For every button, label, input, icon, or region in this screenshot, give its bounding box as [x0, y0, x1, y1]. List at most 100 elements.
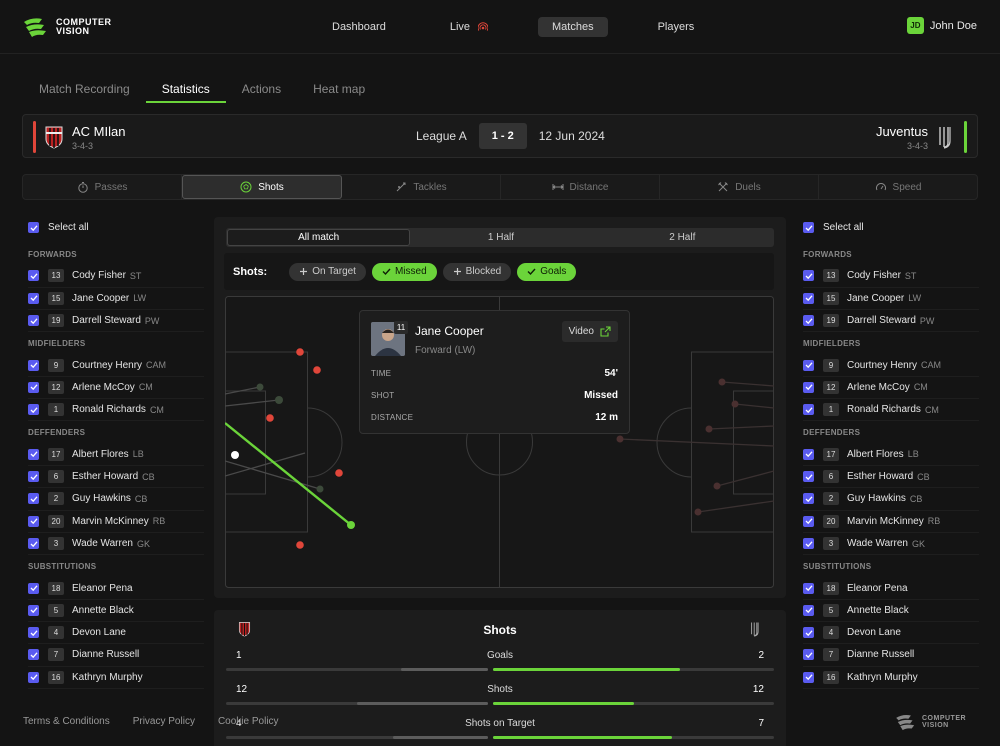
checkbox[interactable] — [28, 627, 39, 639]
player-row[interactable]: 12 Arlene McCoy CM — [28, 377, 204, 400]
stat-tab-speed[interactable]: Speed — [819, 175, 977, 199]
checkbox[interactable] — [803, 359, 814, 371]
player-row[interactable]: 2 Guy Hawkins CB — [28, 488, 204, 511]
user-menu[interactable]: JD John Doe — [906, 17, 977, 34]
player-row[interactable]: 20 Marvin McKinney RB — [28, 511, 204, 533]
select-all-row[interactable]: Select all — [28, 221, 204, 234]
stat-tab-shots[interactable]: Shots — [182, 175, 342, 199]
cookie-link[interactable]: Cookie Policy — [217, 716, 279, 727]
period-first-half[interactable]: 1 Half — [487, 232, 515, 243]
missed-shot-marker[interactable] — [296, 541, 304, 549]
player-row[interactable]: 13 Cody Fisher ST — [803, 265, 979, 288]
tab-heat-map[interactable]: Heat map — [313, 82, 366, 96]
missed-shot-marker[interactable] — [266, 414, 274, 422]
nav-matches[interactable]: Matches — [538, 17, 608, 37]
select-all-row[interactable]: Select all — [803, 221, 979, 234]
player-row[interactable]: 18 Eleanor Pena — [803, 577, 979, 600]
checkbox[interactable] — [28, 538, 39, 549]
privacy-link[interactable]: Privacy Policy — [132, 716, 195, 727]
checkbox[interactable] — [28, 359, 39, 371]
checkbox[interactable] — [28, 649, 39, 661]
checkbox[interactable] — [803, 604, 814, 616]
checkbox[interactable] — [803, 538, 814, 549]
player-row[interactable]: 19 Darrell Steward PW — [803, 310, 979, 333]
player-row[interactable]: 4 Devon Lane — [803, 622, 979, 645]
checkbox[interactable] — [28, 381, 39, 393]
stat-tab-duels[interactable]: Duels — [660, 175, 819, 199]
player-row[interactable]: 16 Kathryn Murphy — [803, 667, 979, 689]
checkbox[interactable] — [28, 292, 39, 304]
checkbox[interactable] — [28, 315, 39, 327]
player-row[interactable]: 1 Ronald Richards CM — [803, 399, 979, 422]
tab-statistics[interactable]: Statistics — [145, 76, 226, 103]
chip-blocked[interactable]: Blocked — [442, 262, 512, 281]
missed-shot-marker[interactable] — [296, 348, 304, 356]
nav-players[interactable]: Players — [657, 21, 695, 33]
chip-on-target[interactable]: On Target — [289, 262, 366, 281]
player-row[interactable]: 17 Albert Flores LB — [28, 444, 204, 466]
player-row[interactable]: 9 Courtney Henry CAM — [803, 354, 979, 377]
player-row[interactable]: 5 Annette Black — [28, 600, 204, 623]
missed-shot-marker[interactable] — [313, 366, 321, 374]
player-row[interactable]: 3 Wade Warren GK — [803, 533, 979, 556]
checkbox[interactable] — [28, 671, 39, 683]
stat-tab-passes[interactable]: Passes — [23, 175, 182, 199]
player-row[interactable]: 12 Arlene McCoy CM — [803, 377, 979, 400]
nav-dashboard[interactable]: Dashboard — [332, 21, 386, 33]
player-row[interactable]: 4 Devon Lane — [28, 622, 204, 645]
checkbox[interactable] — [803, 292, 814, 304]
period-all-match[interactable]: All match — [227, 229, 411, 246]
checkbox[interactable] — [28, 270, 39, 282]
stat-tab-distance[interactable]: Distance — [501, 175, 660, 199]
checkbox[interactable] — [28, 493, 39, 505]
player-row[interactable]: 3 Wade Warren GK — [28, 533, 204, 556]
player-row[interactable]: 6 Esther Howard CB — [803, 466, 979, 489]
player-row[interactable]: 18 Eleanor Pena — [28, 577, 204, 600]
checkbox[interactable] — [28, 448, 39, 460]
tab-actions[interactable]: Actions — [241, 82, 282, 96]
checkbox[interactable] — [803, 671, 814, 683]
checkbox[interactable] — [28, 604, 39, 616]
checkbox[interactable] — [803, 448, 814, 460]
player-row[interactable]: 13 Cody Fisher ST — [28, 265, 204, 288]
checkbox[interactable] — [803, 315, 814, 327]
player-row[interactable]: 2 Guy Hawkins CB — [803, 488, 979, 511]
player-row[interactable]: 1 Ronald Richards CM — [28, 399, 204, 422]
checkbox[interactable] — [28, 471, 39, 483]
missed-shot-marker[interactable] — [335, 469, 343, 477]
player-row[interactable]: 7 Dianne Russell — [803, 644, 979, 667]
checkbox[interactable] — [803, 222, 814, 233]
checkbox[interactable] — [803, 404, 814, 416]
chip-goals[interactable]: Goals — [517, 262, 577, 281]
stat-tab-tackles[interactable]: Tackles — [342, 175, 501, 199]
checkbox[interactable] — [28, 582, 39, 594]
player-row[interactable]: 17 Albert Flores LB — [803, 444, 979, 466]
player-row[interactable]: 19 Darrell Steward PW — [28, 310, 204, 333]
player-row[interactable]: 7 Dianne Russell — [28, 644, 204, 667]
player-row[interactable]: 16 Kathryn Murphy — [28, 667, 204, 689]
checkbox[interactable] — [803, 515, 814, 527]
checkbox[interactable] — [28, 222, 39, 233]
checkbox[interactable] — [28, 404, 39, 416]
brand-logo[interactable]: COMPUTER VISION — [22, 16, 112, 38]
period-second-half[interactable]: 2 Half — [669, 232, 696, 243]
selected-shot-marker[interactable] — [347, 521, 355, 529]
player-row[interactable]: 9 Courtney Henry CAM — [28, 354, 204, 377]
player-row[interactable]: 6 Esther Howard CB — [28, 466, 204, 489]
nav-live[interactable]: Live — [436, 17, 502, 37]
checkbox[interactable] — [803, 649, 814, 661]
player-row[interactable]: 15 Jane Cooper LW — [803, 288, 979, 310]
checkbox[interactable] — [28, 515, 39, 527]
checkbox[interactable] — [803, 381, 814, 393]
player-row[interactable]: 15 Jane Cooper LW — [28, 288, 204, 310]
checkbox[interactable] — [803, 627, 814, 639]
terms-link[interactable]: Terms & Conditions — [23, 716, 110, 727]
player-row[interactable]: 20 Marvin McKinney RB — [803, 511, 979, 533]
checkbox[interactable] — [803, 493, 814, 505]
checkbox[interactable] — [803, 582, 814, 594]
tab-match-recording[interactable]: Match Recording — [39, 82, 130, 96]
checkbox[interactable] — [803, 471, 814, 483]
chip-missed[interactable]: Missed — [371, 262, 437, 281]
player-row[interactable]: 5 Annette Black — [803, 600, 979, 623]
checkbox[interactable] — [803, 270, 814, 282]
